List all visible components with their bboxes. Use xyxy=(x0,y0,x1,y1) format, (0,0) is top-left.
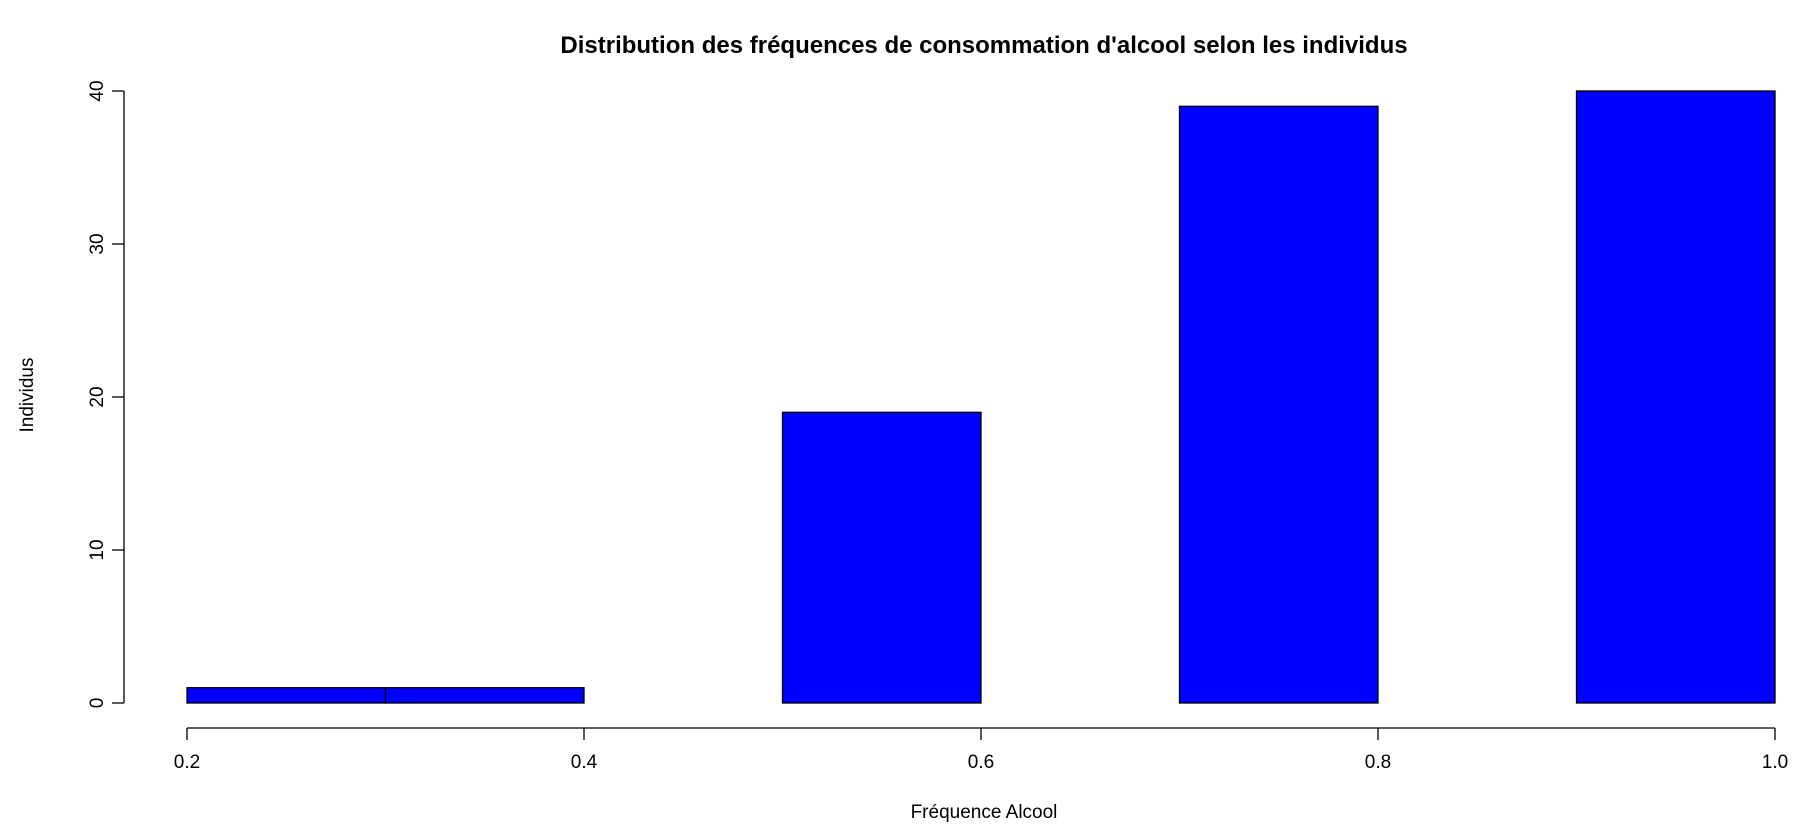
bars-group xyxy=(186,90,1776,704)
chart-title: Distribution des fréquences de consommat… xyxy=(560,32,1407,59)
y-tick-label: 20 xyxy=(87,386,108,407)
histogram-bar-5 xyxy=(1575,90,1776,704)
x-tick-label: 0.8 xyxy=(1365,752,1391,773)
histogram-bar-3 xyxy=(781,411,982,704)
x-axis-label: Fréquence Alcool xyxy=(911,802,1058,823)
x-axis: 0.2 0.4 0.6 0.8 1.0 xyxy=(174,727,1788,773)
y-tick-label: 40 xyxy=(87,80,108,101)
x-tick-label: 1.0 xyxy=(1762,752,1788,773)
x-tick-label: 0.6 xyxy=(968,752,994,773)
y-tick-label: 0 xyxy=(87,698,108,709)
y-axis-label: Individus xyxy=(17,358,38,433)
x-tick-label: 0.4 xyxy=(571,752,598,773)
y-tick-label: 10 xyxy=(87,539,108,560)
y-tick-label: 30 xyxy=(87,233,108,254)
histogram-bar-2 xyxy=(384,687,585,704)
y-axis: 0 10 20 30 40 xyxy=(87,80,125,709)
histogram-bar-1 xyxy=(186,687,387,704)
x-tick-label: 0.2 xyxy=(174,752,200,773)
histogram-bar-4 xyxy=(1178,105,1379,704)
